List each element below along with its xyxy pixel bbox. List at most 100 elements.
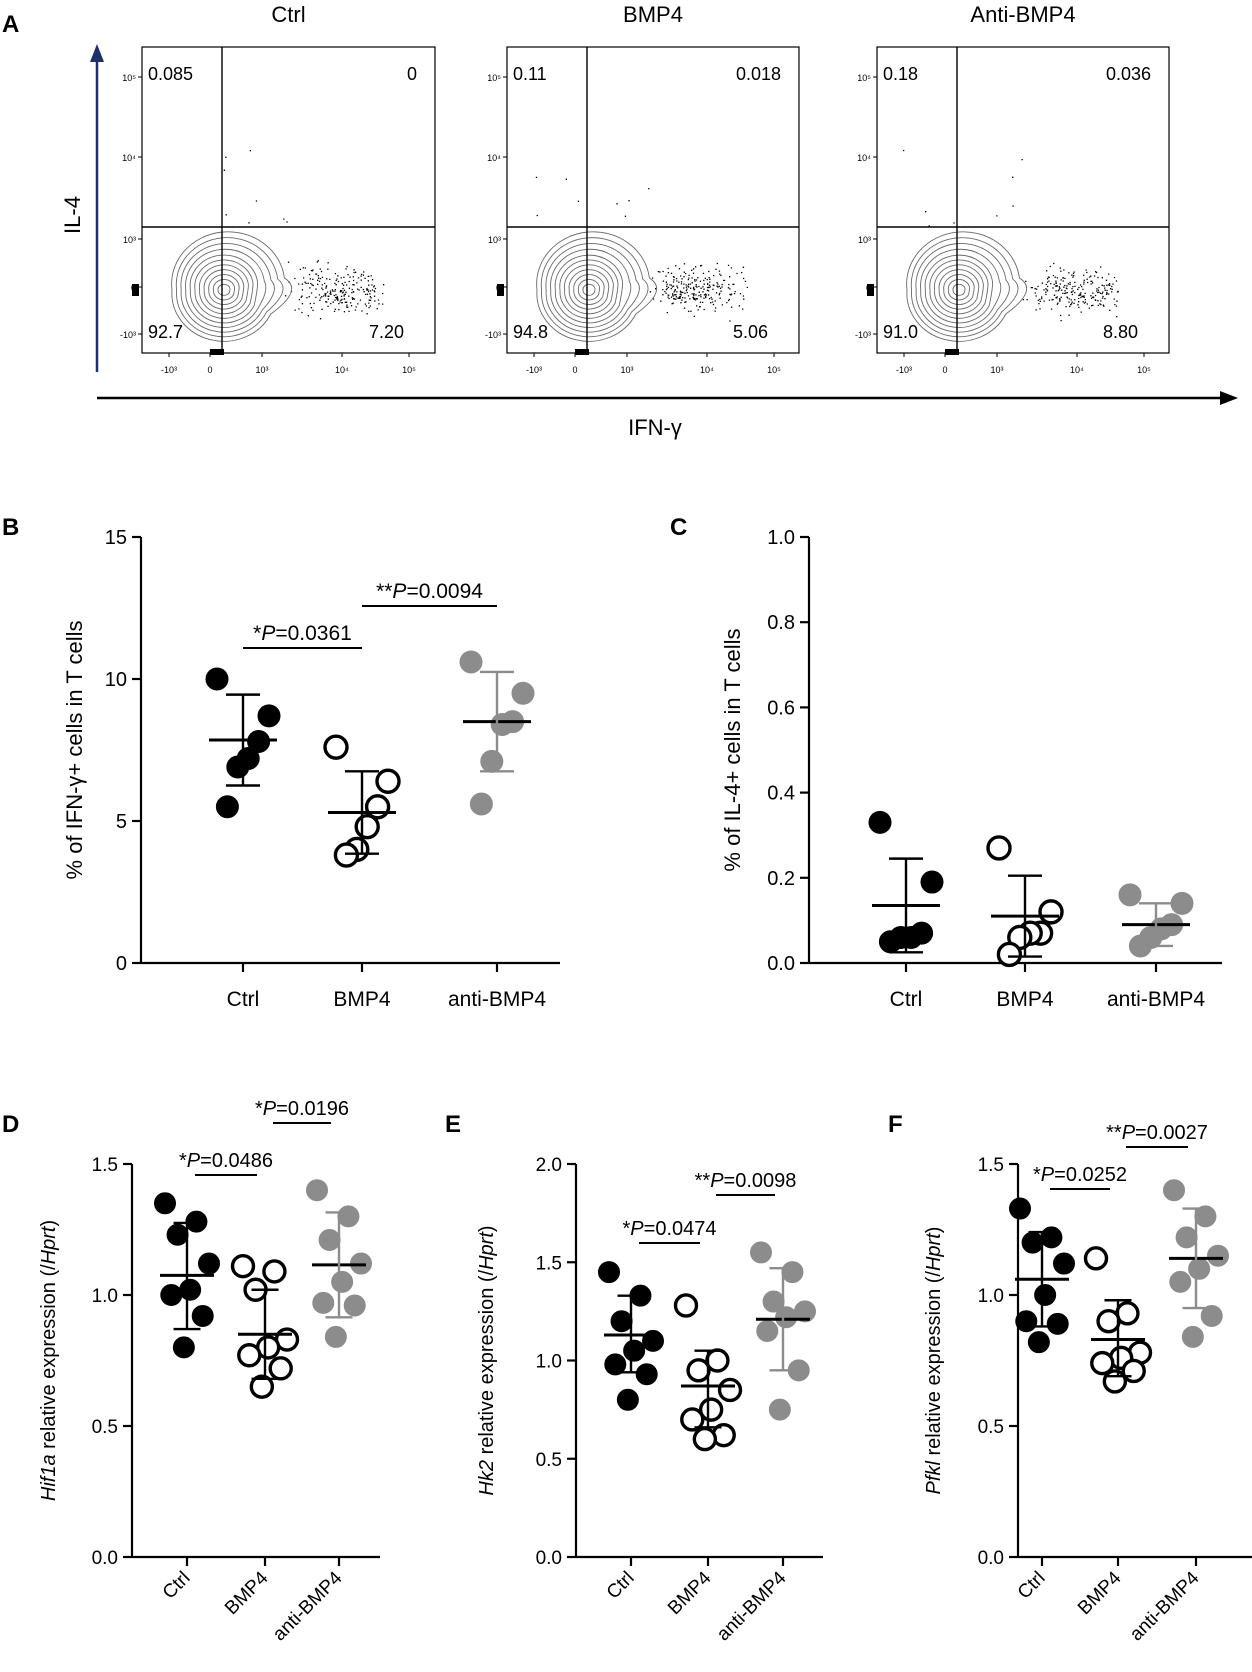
p-value-label: *P=0.0361 [253, 622, 352, 645]
y-label-text: relative expression (/ [38, 1264, 60, 1455]
p-value-p: P [1041, 1164, 1055, 1186]
contour-ring [559, 259, 619, 319]
data-group [323, 734, 401, 868]
data-group [750, 1241, 816, 1421]
flow-plot-frame [876, 46, 1170, 354]
y-axis-label: Hif1a relative expression (/Hprt) [38, 1220, 60, 1501]
quadrant-upper-right: 0.036 [1106, 64, 1151, 84]
category-label: anti-BMP4 [448, 988, 546, 1011]
quadrant-lower-right: 7.20 [369, 322, 404, 342]
axis-marker [210, 349, 224, 355]
y-tick-label: 0.0 [536, 1548, 562, 1569]
contour-ring [577, 279, 601, 301]
data-group [868, 810, 944, 954]
x-tick-label: 0 [942, 365, 947, 375]
y-tick-label: 15 [105, 527, 127, 549]
quadrant-upper-left: 0.11 [513, 64, 547, 84]
data-point [1027, 1331, 1050, 1354]
y-label-ref: Hprt [923, 1232, 945, 1271]
data-point [230, 1253, 256, 1279]
data-point [698, 1397, 724, 1422]
data-point [635, 1363, 658, 1386]
contour-ring [554, 254, 624, 324]
quadrant-lower-right: 5.06 [733, 322, 768, 342]
data-point [1083, 1246, 1109, 1271]
y-tick-label: 5 [116, 811, 127, 833]
p-value-stars: * [1033, 1164, 1041, 1186]
flow-plot-frame [506, 46, 800, 354]
flow-plot: Ctrl10⁵10⁴10³0-10³-10³010³10⁴10⁵0.085092… [120, 2, 436, 375]
panel-letter-d: D [2, 1111, 19, 1138]
contour-ring [198, 264, 249, 315]
y-label-gene: Hif1a [38, 1454, 60, 1501]
y-tick-label: 10⁴ [857, 153, 871, 163]
data-point [1090, 1350, 1115, 1376]
y-axis-label: % of IL-4+ cells in T cells [720, 628, 745, 871]
contour-ring [906, 231, 1028, 342]
data-point [1015, 1310, 1038, 1333]
p-value-stars: * [255, 1098, 263, 1120]
flow-plot: Anti-BMP410⁵10⁴10³0-10³-10³010³10⁴10⁵0.1… [855, 2, 1170, 375]
data-point [616, 1388, 639, 1411]
category-label: BMP4 [664, 1567, 716, 1619]
y-tick-label: 0.8 [767, 612, 795, 634]
data-point [262, 1259, 287, 1284]
data-point [354, 813, 380, 840]
data-point [1200, 1304, 1223, 1327]
panel-letter-c: C [670, 514, 687, 541]
flow-plot-title: Anti-BMP4 [970, 2, 1075, 27]
data-group [230, 1253, 300, 1399]
quadrant-lower-right: 8.80 [1103, 322, 1138, 342]
y-axis-label: IL-4 [60, 196, 85, 234]
contour-ring [185, 248, 267, 328]
data-group [1118, 883, 1194, 958]
event-dots [903, 149, 1119, 322]
y-tick-label: 0.5 [92, 1417, 118, 1438]
contour-ring [563, 264, 614, 315]
data-group [459, 650, 535, 816]
contour-ring [540, 237, 649, 338]
flow-plot-title: Ctrl [271, 2, 305, 27]
data-point [459, 650, 483, 674]
p-value-p: P [187, 1150, 201, 1172]
p-value-label: *P=0.0486 [179, 1150, 273, 1172]
category-label: BMP4 [333, 988, 391, 1011]
contour-ring [920, 248, 1002, 328]
y-tick-label: 2.0 [536, 1155, 562, 1176]
y-label-gene: Hk2 [476, 1460, 498, 1496]
y-tick-label: 0.4 [767, 783, 795, 805]
contour-ring [208, 274, 240, 305]
contour-ring [910, 237, 1019, 338]
contour-ring [938, 269, 980, 310]
y-tick-label: -10³ [855, 330, 871, 340]
data-point [1040, 1226, 1063, 1249]
p-value-p: P [263, 1098, 277, 1120]
p-value-number: =0.0252 [1054, 1164, 1127, 1186]
p-value-label: *P=0.0252 [1033, 1164, 1127, 1186]
data-point [323, 734, 349, 760]
y-tick-label: 10⁵ [487, 73, 501, 83]
quadrant-upper-right: 0.018 [736, 64, 781, 84]
axis-marker [867, 284, 874, 296]
y-tick-label: 0.0 [767, 953, 795, 975]
contour-ring [171, 231, 293, 342]
y-tick-label: 0 [116, 953, 127, 975]
contour-ring [947, 279, 971, 301]
category-label: anti-BMP4 [713, 1567, 791, 1645]
y-label-text: relative expression (/ [923, 1271, 945, 1462]
p-value-stars: ** [1106, 1122, 1122, 1144]
p-value-label: *P=0.0196 [255, 1098, 349, 1120]
y-axis-label: % of IFN-γ+ cells in T cells [62, 621, 87, 880]
p-value-number: =0.0196 [276, 1098, 349, 1120]
contour-ring [536, 231, 658, 342]
data-point [1053, 1252, 1075, 1275]
contour-ring [212, 279, 236, 301]
data-point [717, 1377, 743, 1403]
y-tick-label: -10³ [120, 330, 136, 340]
contour-ring [550, 248, 632, 328]
y-tick-label: 0.0 [978, 1548, 1004, 1569]
data-point [878, 930, 902, 954]
contour-ring [545, 243, 640, 333]
y-label-ref: Hprt [38, 1225, 60, 1264]
y-tick-label: 1.0 [92, 1286, 118, 1307]
